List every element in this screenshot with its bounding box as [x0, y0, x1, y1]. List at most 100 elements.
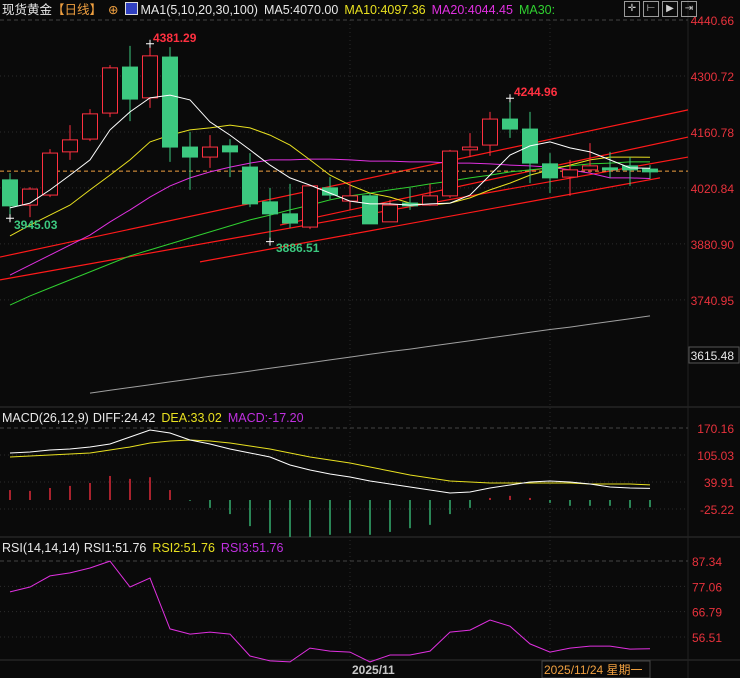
price-axis-label: 4160.78: [691, 126, 735, 140]
main-legend: 现货黄金【日线】 ⊕ MA1(5,10,20,30,100) MA5:4070.00 M…: [2, 1, 561, 19]
macd-dea: DEA:33.02: [161, 411, 222, 425]
candle-body: [282, 213, 298, 224]
price-axis-label: 4440.66: [691, 14, 735, 28]
macd-axis-label: -25.22: [700, 503, 734, 517]
rsi1-value: RSI1:51.76: [83, 541, 147, 555]
high-annotation: 4381.29: [153, 31, 197, 45]
price-marker-box: [688, 346, 740, 364]
candle: [462, 133, 478, 158]
add-indicator-icon[interactable]: ⊕: [108, 3, 119, 17]
low-annotation: 3886.51: [276, 241, 320, 255]
candle-body: [502, 118, 518, 130]
ma30-value: MA30:: [518, 3, 556, 17]
candle-body: [582, 165, 598, 171]
candle: [202, 135, 218, 168]
candle-body: [542, 163, 558, 179]
candle: [82, 109, 98, 142]
candle: [262, 187, 278, 242]
candle-body: [262, 201, 278, 215]
price-axis-label: 3880.90: [691, 238, 735, 252]
cursor-date-box: [541, 660, 651, 678]
candle: [362, 193, 378, 225]
high-annotation: 4244.96: [514, 85, 558, 99]
macd-title[interactable]: MACD(26,12,9): [2, 411, 89, 425]
diff-line: [9, 429, 651, 494]
candle-body: [382, 204, 398, 223]
candle-body: [122, 66, 138, 100]
candle: [142, 43, 158, 108]
indicator-chart-icon[interactable]: [124, 2, 138, 15]
dea-line: [9, 439, 651, 486]
candle-body: [42, 152, 58, 196]
candle: [282, 183, 298, 228]
low-annotation: 3945.03: [14, 218, 58, 232]
crosshair-icon[interactable]: ✛: [624, 1, 640, 17]
rsi-title[interactable]: RSI(14,14,14): [2, 541, 80, 555]
extreme-marker: [6, 214, 14, 223]
candle: [602, 151, 618, 178]
macd-axis-label: 170.16: [697, 422, 734, 436]
extreme-marker: [146, 39, 154, 48]
candle-body: [202, 146, 218, 158]
candle: [62, 125, 78, 160]
trendline: [0, 156, 689, 281]
zoom-out-icon[interactable]: ▶: [662, 1, 678, 17]
rsi-axis-label: 56.51: [692, 631, 722, 645]
macd-legend: MACD(26,12,9) DIFF:24.42 DEA:33.02 MACD:-17…: [2, 409, 310, 427]
candle: [642, 165, 658, 180]
trendline: [0, 109, 689, 258]
candle-body: [562, 169, 578, 178]
candle-body: [602, 167, 618, 171]
rsi-legend: RSI(14,14,14) RSI1:51.76 RSI2:51.76 RSI3:51…: [2, 539, 289, 557]
candle-body: [82, 113, 98, 140]
price-axis-label: 4300.72: [691, 70, 735, 84]
candle: [542, 153, 558, 194]
move-right-icon[interactable]: ⇥: [681, 1, 697, 17]
rsi-axis-label: 66.79: [692, 606, 722, 620]
ma-indicator-label[interactable]: MA1(5,10,20,30,100): [140, 3, 258, 17]
candle: [442, 149, 458, 198]
candle: [382, 199, 398, 223]
price-axis-label: 4020.84: [691, 182, 735, 196]
candle: [162, 47, 178, 162]
candle-body: [642, 168, 658, 173]
cursor-date-label: 2025/11/24 星期一: [544, 663, 643, 677]
candle: [562, 159, 578, 196]
extreme-marker: [266, 237, 274, 246]
candle: [182, 131, 198, 190]
candle: [2, 173, 18, 219]
candle: [422, 183, 438, 206]
ma5-line: [9, 94, 651, 209]
period-selector[interactable]: 【日线】: [52, 3, 103, 17]
candle: [302, 185, 318, 230]
time-axis-label: 2025/11: [352, 663, 395, 677]
candle-body: [2, 179, 18, 207]
candle: [582, 143, 598, 174]
ma5-value: MA5:4070.00: [263, 3, 339, 17]
rsi2-value: RSI2:51.76: [152, 541, 215, 555]
macd-diff: DIFF:24.42: [92, 411, 156, 425]
candle: [222, 139, 238, 178]
rsi-axis-label: 77.06: [692, 580, 722, 594]
candle-body: [62, 139, 78, 153]
candle: [322, 177, 338, 200]
candle: [42, 149, 58, 198]
rsi3-value: RSI3:51.76: [220, 541, 284, 555]
macd-axis-label: 39.91: [704, 476, 734, 490]
ma10-value: MA10:4097.36: [344, 3, 426, 17]
ma20-value: MA20:4044.45: [431, 3, 513, 17]
price-axis-label: 3740.95: [691, 294, 735, 308]
candle: [402, 187, 418, 210]
candle-body: [322, 187, 338, 196]
rsi-axis-label: 87.34: [692, 555, 722, 569]
candle: [102, 65, 118, 118]
candle-body: [462, 146, 478, 151]
rsi-line: [9, 560, 651, 663]
candle-body: [442, 150, 458, 197]
macd-axis-label: 105.03: [697, 449, 734, 463]
candle-body: [362, 195, 378, 225]
candle: [22, 187, 38, 218]
zoom-in-icon[interactable]: ⊢: [643, 1, 659, 17]
candle: [482, 111, 498, 156]
